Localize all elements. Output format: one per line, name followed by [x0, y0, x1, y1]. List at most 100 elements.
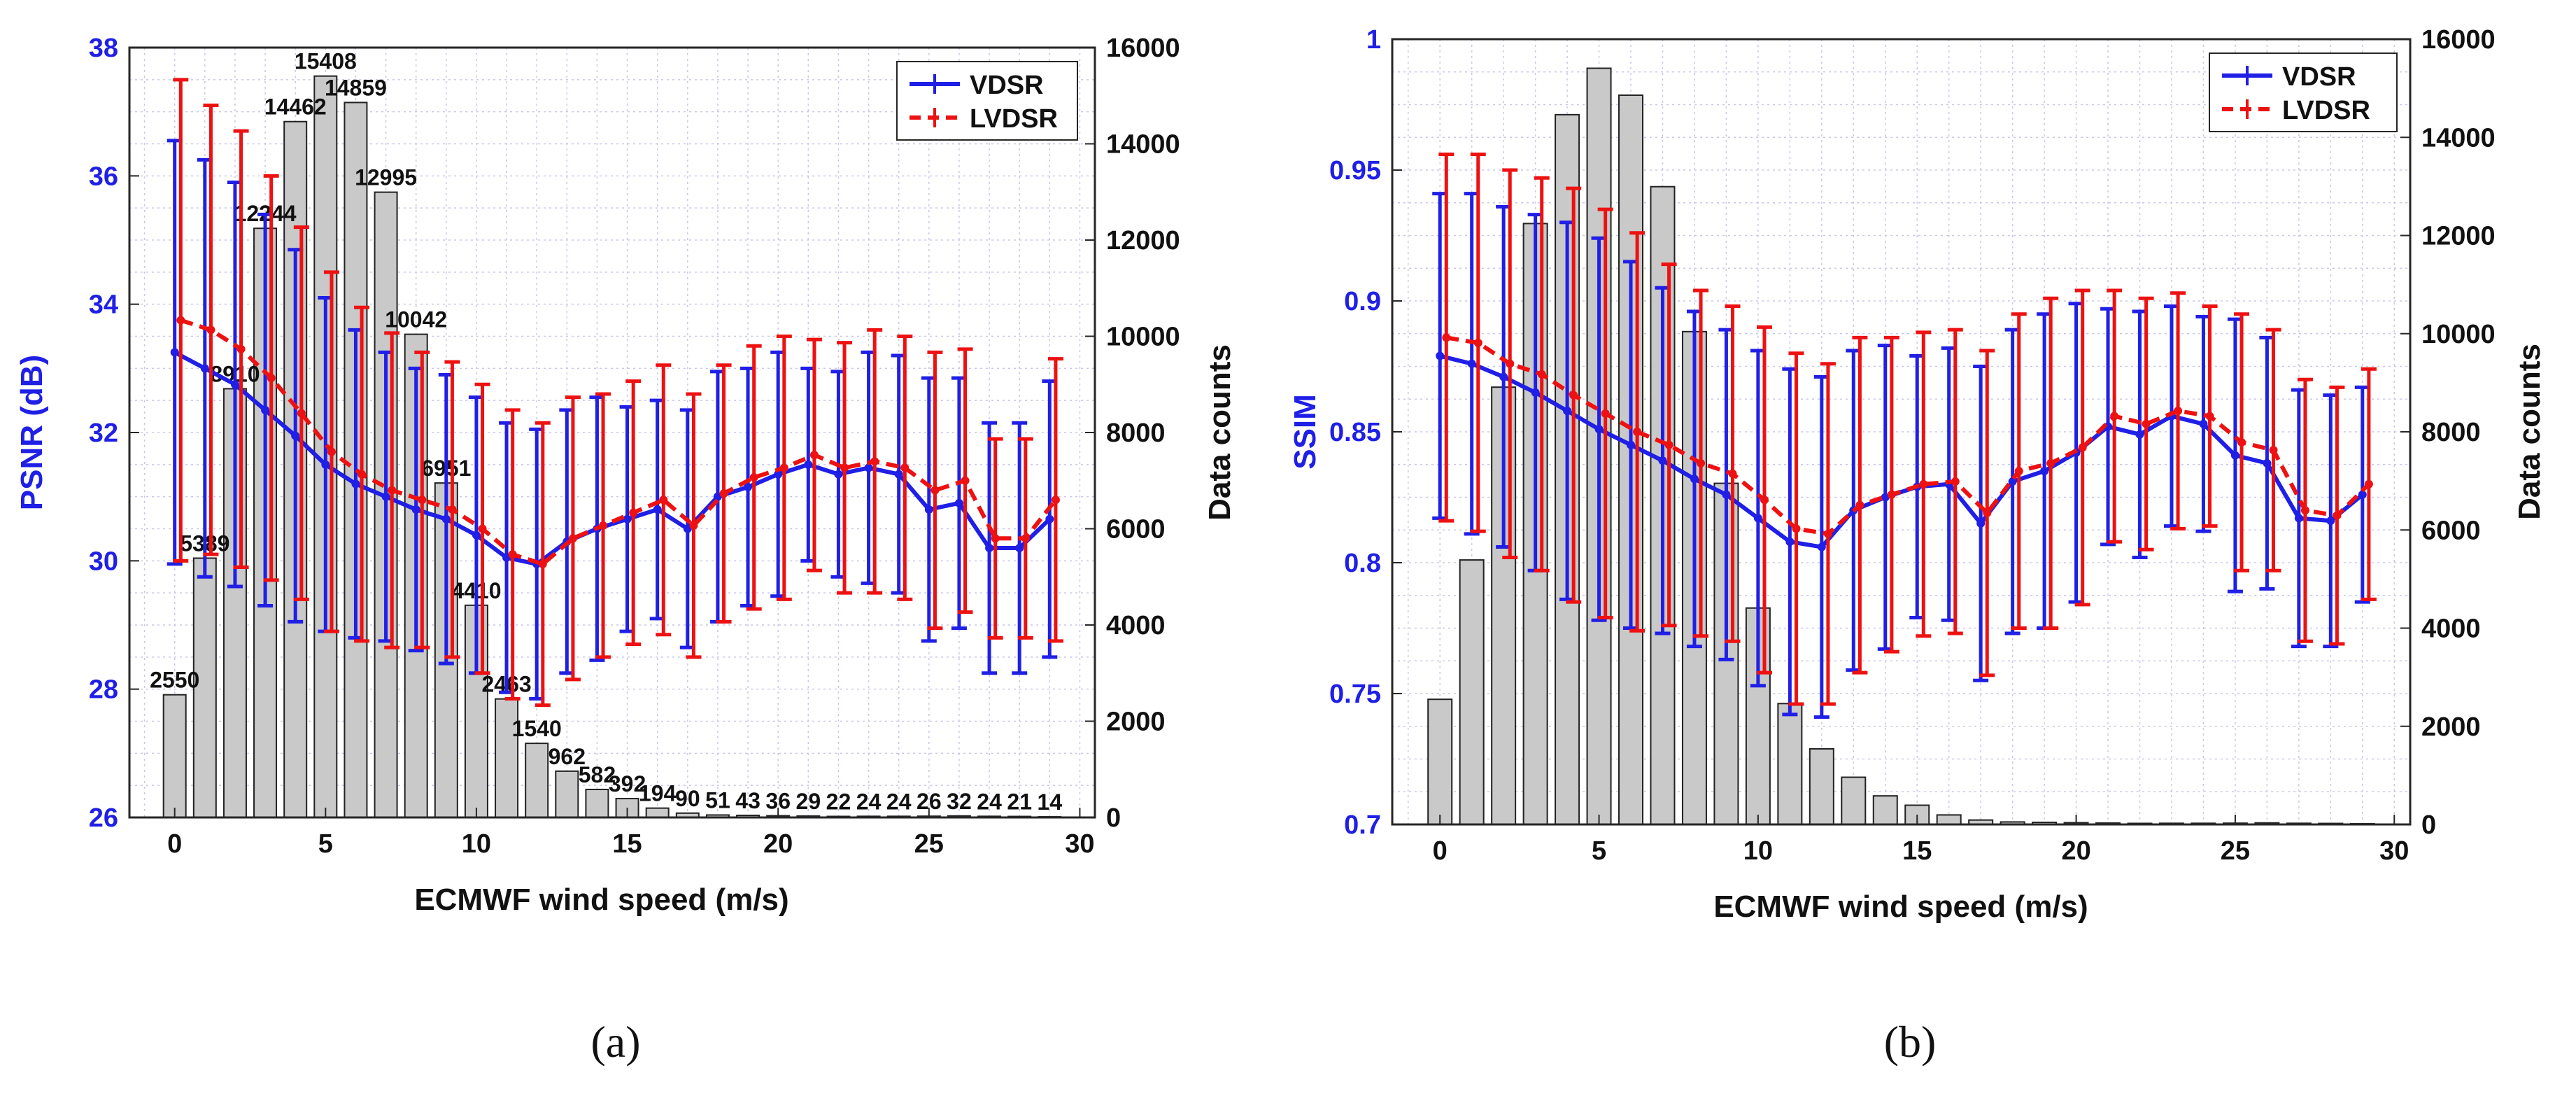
data-point [1664, 440, 1673, 449]
data-point [930, 486, 940, 495]
data-point [508, 550, 517, 559]
data-point [2046, 458, 2055, 468]
data-point [894, 470, 903, 479]
x-tick-label: 30 [1065, 829, 1094, 859]
right-axis-a: 0 2000 4000 6000 8000 10000 12000 14000 16000 [1085, 34, 1180, 833]
data-point [2135, 430, 2144, 439]
y2-axis-label-b: Data counts [2512, 344, 2547, 520]
x-axis-label-a: ECMWF wind speed (m/s) [414, 883, 788, 917]
bar [162, 694, 187, 818]
data-point [749, 473, 758, 482]
x-tick-label: 15 [612, 829, 642, 859]
data-point [991, 534, 1000, 543]
y-axis-label-b: SSIM [1288, 394, 1322, 470]
bar [1809, 748, 1834, 825]
legend-lvdsr-label-a: LVDSR [970, 104, 1058, 134]
legend-a: VDSR LVDSR [896, 61, 1078, 141]
data-point [2078, 443, 2087, 452]
data-point [538, 559, 547, 568]
data-point [2269, 446, 2278, 455]
bar [1777, 703, 1803, 825]
data-point [1563, 407, 1572, 416]
data-point [954, 498, 963, 507]
data-point [267, 374, 276, 383]
data-point [1951, 477, 1960, 486]
data-point [2199, 419, 2208, 428]
bar [555, 770, 579, 819]
data-point [2110, 412, 2119, 421]
y2-tick-label: 8000 [1106, 419, 1166, 448]
left-axis-a: 26 28 30 32 34 36 38 [89, 34, 139, 833]
data-point [924, 505, 933, 514]
bar-count-label: 29 [796, 789, 821, 814]
bar-count-label: 14 [1038, 789, 1063, 815]
data-point [1881, 493, 1890, 502]
bar-count-label: 14859 [325, 75, 387, 100]
data-point [1887, 490, 1896, 499]
data-point [2040, 467, 2049, 476]
y-tick-label: 0.75 [1329, 680, 1381, 709]
data-point [388, 486, 397, 495]
data-point [1658, 456, 1667, 465]
bar-count-label: 43 [735, 788, 760, 813]
data-point [170, 348, 179, 357]
data-point [1728, 469, 1737, 478]
y-tick-label: 0.7 [1344, 810, 1381, 840]
bar [495, 698, 519, 819]
x-axis-a: 0 5 10 15 20 25 30 [167, 808, 1095, 859]
y-tick-label: 38 [89, 34, 118, 63]
legend-vdsr-label-a: VDSR [970, 71, 1044, 100]
data-point [864, 463, 873, 472]
bar-count-label: 14462 [264, 94, 327, 120]
bar [525, 743, 549, 818]
data-point [2237, 437, 2246, 447]
data-point [900, 463, 910, 472]
bar-count-label: 10042 [385, 307, 447, 332]
y2-tick-label: 4000 [1106, 611, 1166, 640]
data-point [985, 544, 994, 552]
data-point [2364, 479, 2373, 489]
data-point [1473, 338, 1482, 347]
chart-panel-a: 2550538989101224414462154081485912995100… [15, 34, 1237, 917]
data-point [629, 508, 638, 517]
bar [1936, 814, 1962, 826]
y2-tick-label: 14000 [2421, 123, 2496, 153]
y-tick-label: 36 [89, 162, 118, 191]
data-point [1569, 391, 1578, 400]
data-point [291, 431, 300, 440]
y2-tick-label: 6000 [2421, 516, 2481, 545]
data-point [448, 505, 457, 514]
data-point [472, 531, 481, 540]
y-tick-label: 1 [1366, 25, 1381, 55]
x-tick-label: 0 [167, 829, 182, 859]
legend-box-b [2209, 52, 2398, 132]
data-point [804, 460, 813, 469]
x-tick-label: 10 [462, 829, 491, 859]
bar-count-label: 15408 [295, 49, 357, 74]
data-point [1976, 519, 1986, 528]
data-point [568, 534, 577, 543]
data-point [2263, 458, 2272, 468]
data-point [1627, 440, 1636, 449]
x-tick-label: 10 [1743, 836, 1773, 866]
data-point [1633, 428, 1642, 436]
y2-tick-label: 0 [2421, 810, 2436, 840]
data-point [206, 325, 215, 335]
y-tick-label: 0.8 [1344, 549, 1381, 578]
data-point [321, 460, 330, 469]
legend-box-a [896, 61, 1078, 141]
data-point [1045, 514, 1054, 524]
data-point [2333, 511, 2342, 520]
y2-tick-label: 6000 [1106, 515, 1166, 545]
x-tick-label: 25 [914, 829, 944, 859]
data-point [599, 521, 608, 530]
bar-count-label: 392 [609, 771, 646, 796]
data-point [1499, 372, 1508, 381]
y2-tick-label: 0 [1106, 803, 1121, 833]
x-tick-label: 5 [1592, 836, 1606, 866]
data-point [1442, 333, 1451, 342]
data-point [1919, 479, 1928, 489]
data-point [2014, 467, 2023, 476]
x-axis-b: 0 5 10 15 20 25 30 [1433, 815, 2409, 866]
data-point [1792, 524, 1801, 533]
